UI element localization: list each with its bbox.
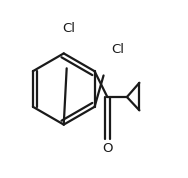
Text: O: O (102, 142, 113, 155)
Text: Cl: Cl (111, 43, 124, 56)
Text: Cl: Cl (63, 22, 76, 35)
